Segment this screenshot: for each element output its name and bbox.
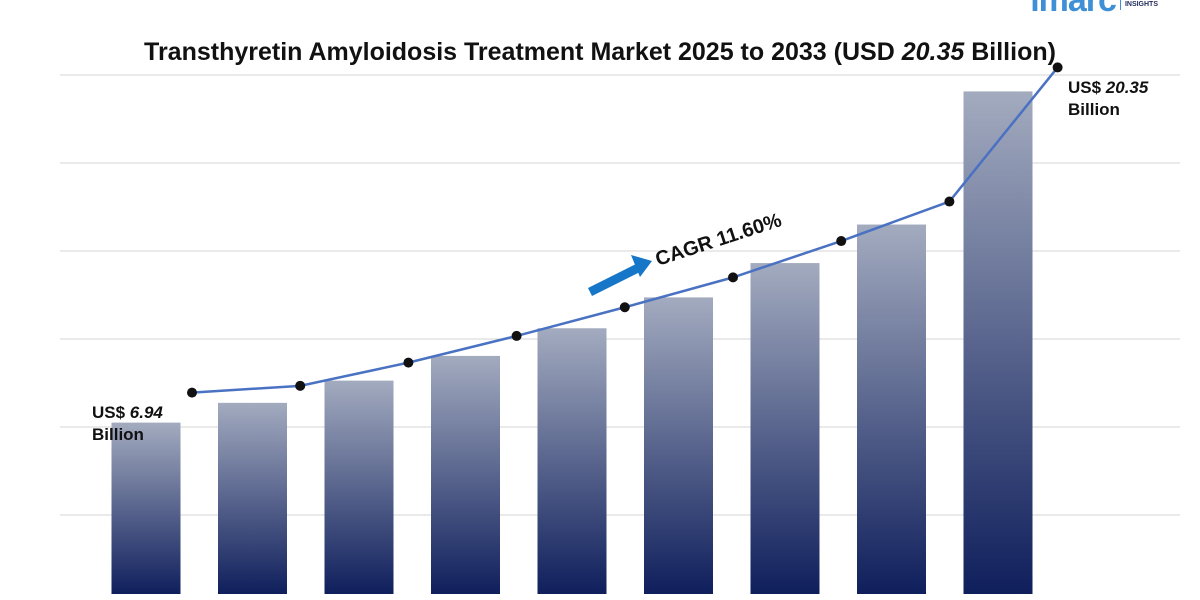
- end-value-prefix: US$: [1068, 78, 1106, 97]
- start-value-unit: Billion: [92, 425, 144, 444]
- start-value-line: US$ 6.94: [92, 402, 163, 424]
- start-value-callout: US$ 6.94 Billion: [92, 402, 163, 446]
- chart-title: Transthyretin Amyloidosis Treatment Mark…: [0, 38, 1200, 67]
- title-suffix: Billion): [964, 38, 1056, 66]
- bar-2028: [431, 355, 500, 594]
- cagr-arrow-group: [587, 255, 652, 297]
- trend-point-2031: [836, 236, 847, 247]
- bars: [111, 91, 1033, 595]
- end-value-line: US$ 20.35: [1068, 77, 1148, 99]
- bar-2030: [644, 297, 713, 594]
- trend-point-2032: [944, 196, 955, 207]
- imarc-logo: imarc INSIGHTS: [1030, 0, 1158, 19]
- logo-name: imarc: [1030, 0, 1117, 19]
- bar-2025: [111, 422, 181, 594]
- trend-point-2028: [511, 330, 522, 341]
- end-value-unit: Billion: [1068, 100, 1120, 119]
- trend-line-group: [187, 62, 1063, 398]
- bar-2026: [218, 402, 287, 594]
- cagr-label: CAGR 11.60%: [653, 209, 785, 271]
- bar-2032: [857, 224, 926, 595]
- logo-separator: [1119, 0, 1121, 10]
- start-value-prefix: US$: [92, 403, 130, 422]
- bar-2029: [537, 328, 607, 594]
- end-value: 20.35: [1105, 78, 1149, 97]
- trend-point-2030: [728, 272, 738, 283]
- cagr-arrow-shaft: [587, 261, 645, 297]
- logo-tagline: INSIGHTS: [1124, 1, 1158, 8]
- title-value: 20.35: [901, 38, 965, 66]
- trend-point-2025: [187, 387, 197, 398]
- trend-point-2033: [1052, 62, 1063, 73]
- trend-line: [191, 66, 1059, 394]
- bar-2033: [963, 91, 1033, 595]
- cagr-arrow-head: [631, 255, 652, 277]
- trend-point-2026: [295, 380, 306, 391]
- start-value: 6.94: [129, 403, 163, 422]
- trend-point-2029: [619, 302, 630, 313]
- title-prefix: Transthyretin Amyloidosis Treatment Mark…: [144, 38, 902, 66]
- end-value-callout: US$ 20.35 Billion: [1068, 77, 1148, 121]
- trend-point-2027: [403, 357, 414, 368]
- bar-2027: [324, 380, 394, 594]
- bar-2031: [750, 263, 820, 594]
